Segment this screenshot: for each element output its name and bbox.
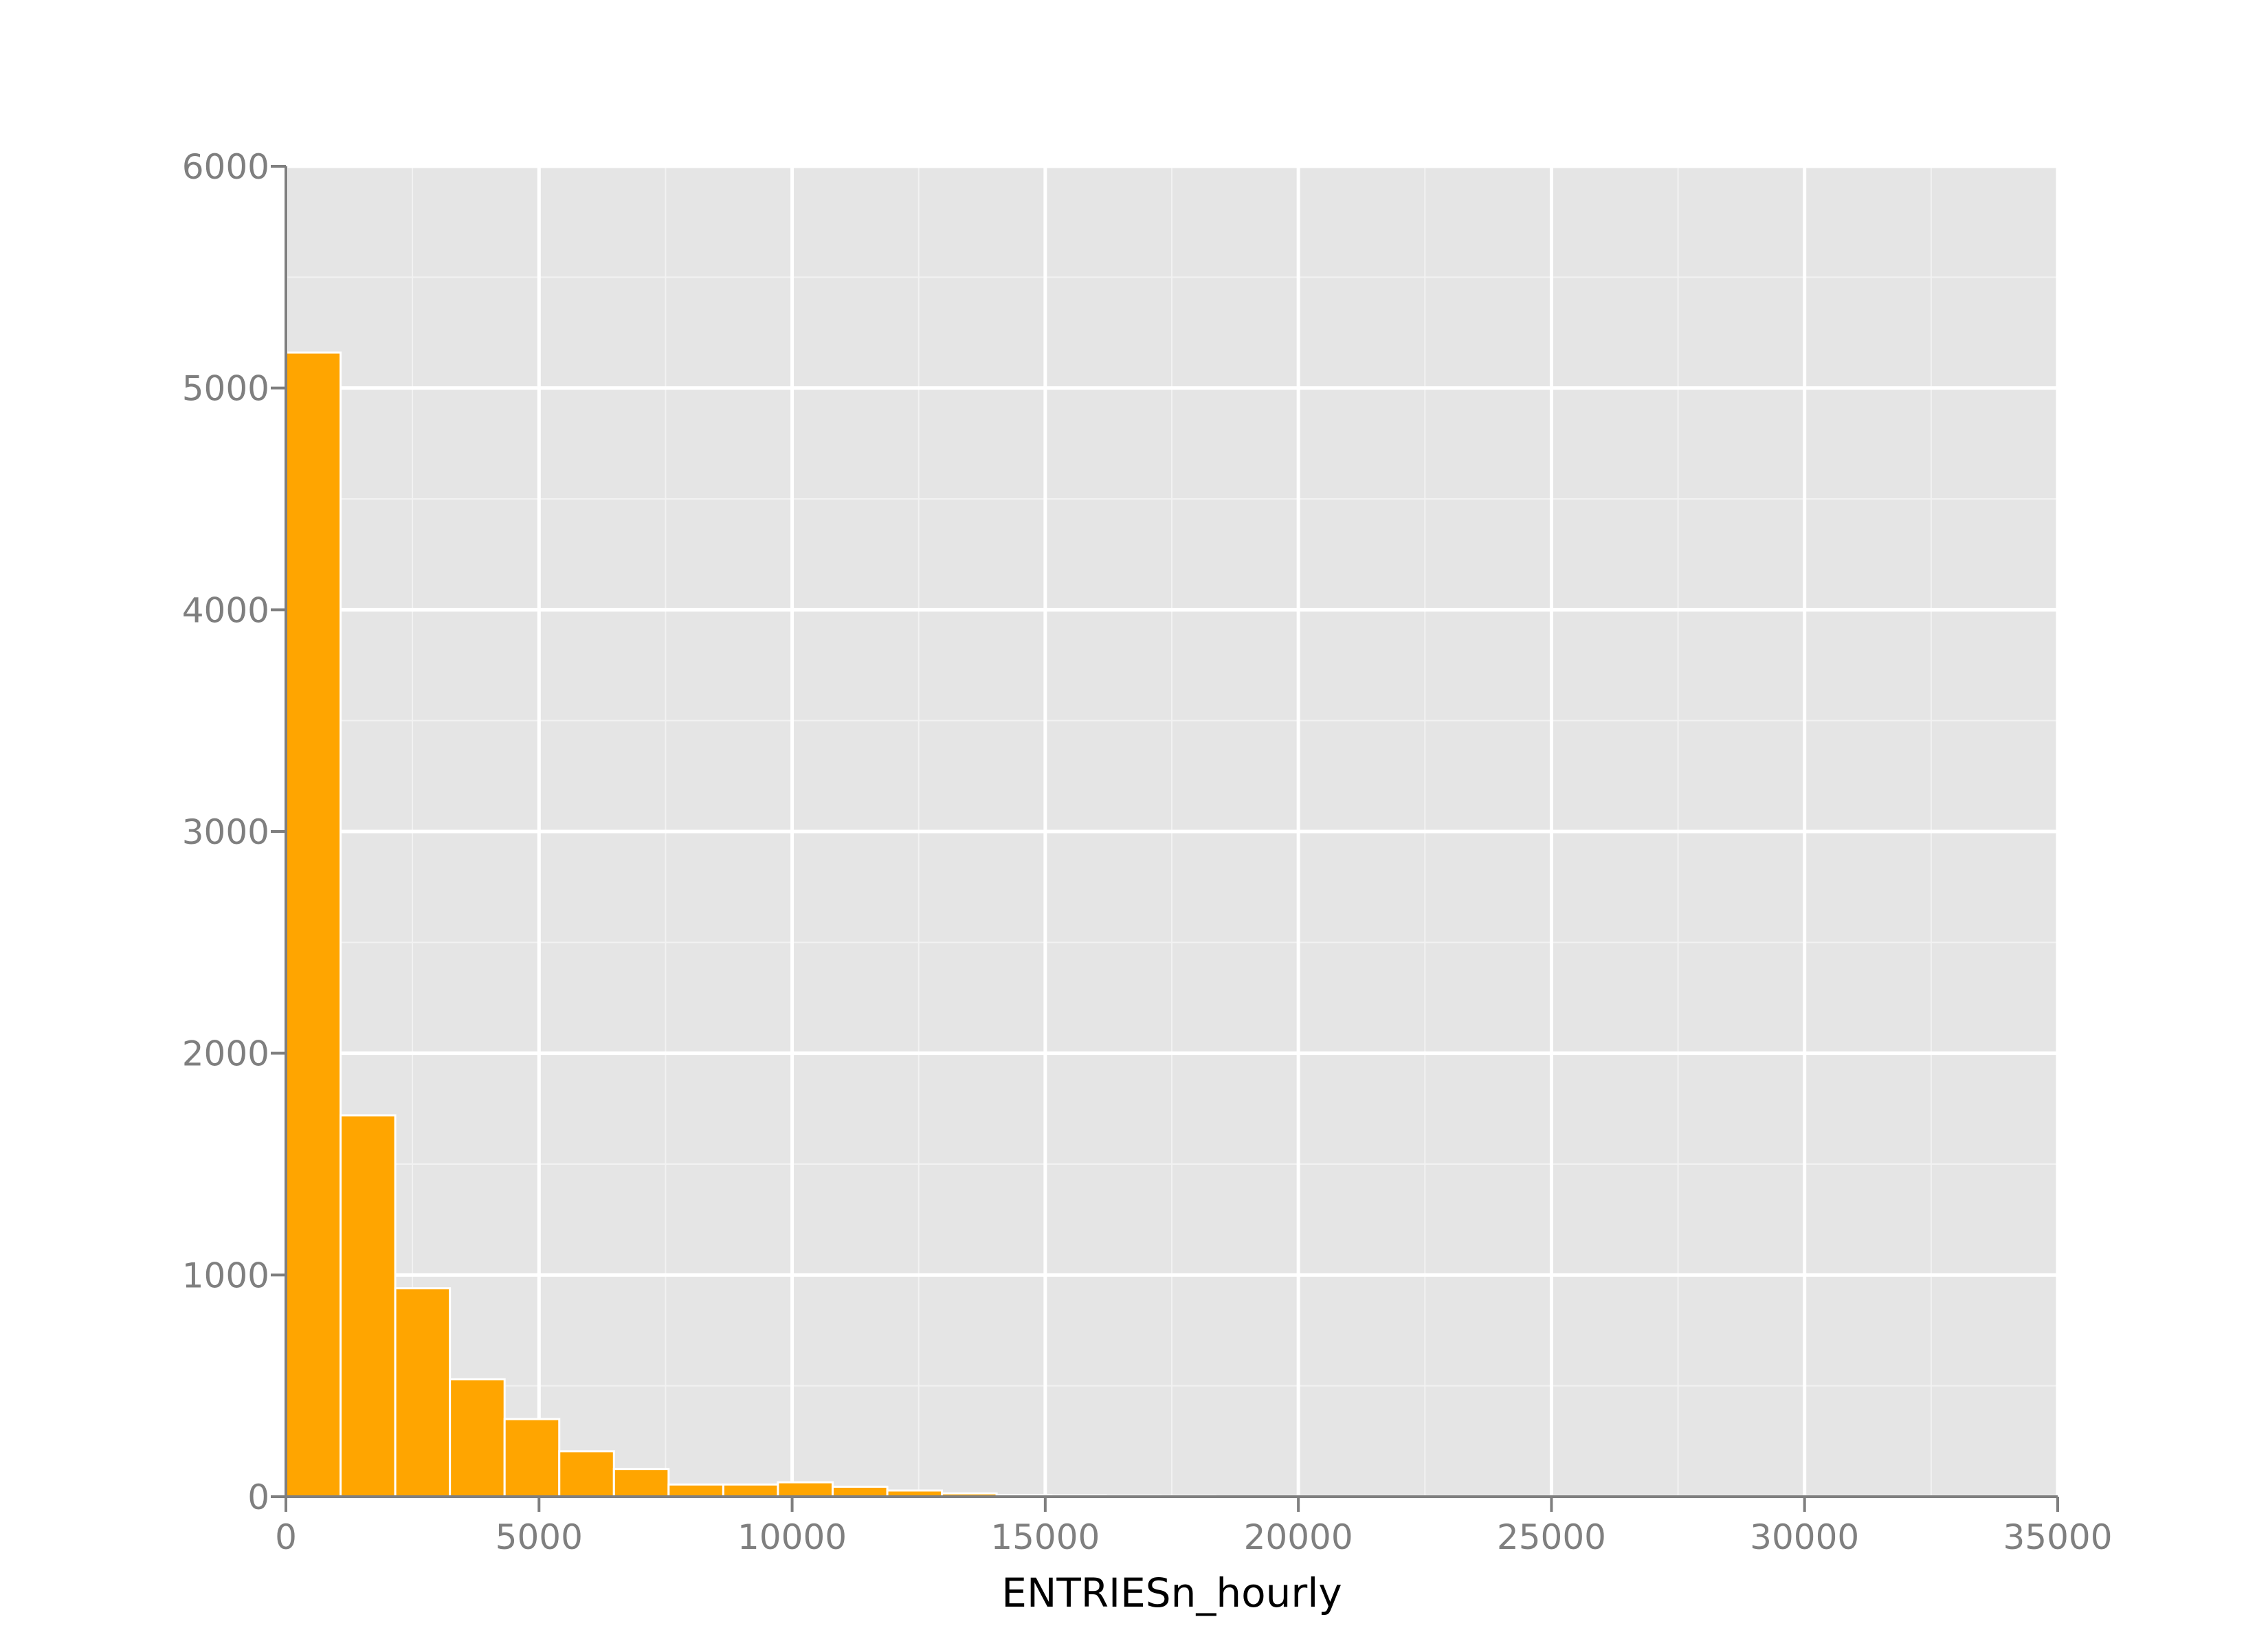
histogram-bar-1: [341, 1115, 396, 1497]
x-tick-label-7: 35000: [2003, 1517, 2112, 1557]
y-tick-label-1: 1000: [182, 1255, 269, 1295]
histogram-bar-8: [723, 1484, 778, 1497]
x-tick-label-4: 20000: [1244, 1517, 1353, 1557]
y-axis-ticks: 0 1000 2000 3000 4000 5000 6000: [182, 147, 286, 1517]
histogram-bar-5: [559, 1451, 614, 1497]
x-tick-label-5: 25000: [1497, 1517, 1606, 1557]
y-tick-label-5: 5000: [182, 369, 269, 409]
histogram-bar-4: [504, 1419, 559, 1497]
x-axis-title: ENTRIESn_hourly: [1001, 1570, 1342, 1616]
histogram-bar-3: [450, 1379, 505, 1497]
x-tick-label-6: 30000: [1750, 1517, 1859, 1557]
histogram-bar-0: [286, 353, 341, 1497]
y-tick-label-4: 4000: [182, 590, 269, 630]
histogram-bar-7: [669, 1484, 724, 1497]
histogram-bar-2: [395, 1288, 450, 1497]
histogram-bar-10: [832, 1486, 887, 1497]
x-tick-label-3: 15000: [990, 1517, 1100, 1557]
y-tick-label-6: 6000: [182, 147, 269, 187]
y-tick-label-0: 0: [247, 1477, 269, 1517]
y-tick-label-3: 3000: [182, 812, 269, 852]
x-tick-label-1: 5000: [496, 1517, 583, 1557]
x-axis-ticks: 0 5000 10000 15000 20000 25000 30000 35000: [275, 1497, 2112, 1557]
histogram-bar-6: [614, 1469, 669, 1497]
x-tick-label-0: 0: [275, 1517, 297, 1557]
histogram-bar-9: [778, 1482, 833, 1497]
x-tick-label-2: 10000: [737, 1517, 847, 1557]
y-tick-label-2: 2000: [182, 1034, 269, 1074]
